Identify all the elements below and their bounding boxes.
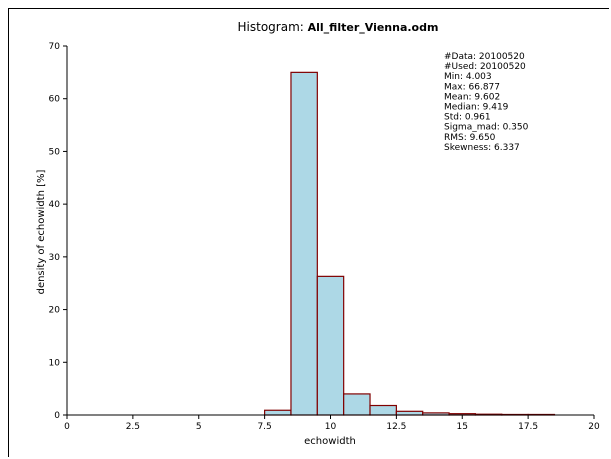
x-tick-label-0: 0 [64, 422, 70, 432]
stat-line-9: Skewness: 6.337 [444, 143, 520, 153]
stat-line-2: Min: 4.003 [444, 72, 492, 82]
x-tick-label-2: 5 [196, 422, 202, 432]
histogram-bar-1 [290, 71, 318, 416]
x-tick-label-4: 10 [325, 422, 337, 432]
histogram-bar-3 [343, 393, 371, 416]
y-tick-label-5: 50 [49, 147, 61, 157]
stat-line-8: RMS: 9.650 [444, 133, 496, 143]
x-axis-ticks: 0 2.5 5 7.5 10 12.5 15 17.5 20 [64, 415, 600, 432]
chart-title-file: All_filter_Vienna.odm [308, 21, 439, 34]
y-axis-label: density of echowidth [%] [36, 170, 47, 295]
stat-line-5: Median: 9.419 [444, 103, 509, 113]
stat-line-3: Max: 66.877 [444, 82, 500, 92]
chart-title: Histogram: All_filter_Vienna.odm [238, 20, 439, 34]
y-tick-label-4: 40 [49, 200, 61, 210]
y-tick-label-0: 0 [54, 411, 60, 421]
stat-line-7: Sigma_mad: 0.350 [444, 123, 529, 133]
x-tick-label-3: 7.5 [257, 422, 271, 432]
x-axis-label: echowidth [304, 436, 356, 447]
x-tick-label-8: 20 [588, 422, 600, 432]
y-tick-label-2: 20 [49, 306, 61, 316]
stat-line-6: Std: 0.961 [444, 113, 491, 123]
stat-line-1: #Used: 20100520 [444, 62, 526, 72]
x-tick-label-1: 2.5 [126, 422, 140, 432]
y-tick-label-7: 70 [49, 42, 61, 52]
histogram-bar-5 [395, 410, 424, 416]
x-tick-label-5: 12.5 [386, 422, 406, 432]
x-tick-label-7: 17.5 [518, 422, 538, 432]
histogram-bar-4 [369, 404, 397, 416]
y-tick-label-3: 30 [49, 253, 61, 263]
histogram-bar-0 [264, 409, 292, 416]
stat-line-0: #Data: 20100520 [444, 52, 525, 62]
y-tick-label-1: 10 [49, 358, 61, 368]
stat-line-4: Mean: 9.602 [444, 92, 500, 102]
chart-title-prefix: Histogram: [238, 20, 308, 34]
y-axis-ticks: 0 10 20 30 40 50 60 70 [49, 42, 67, 421]
y-tick-label-6: 60 [49, 95, 61, 105]
histogram-bar-2 [316, 275, 345, 416]
x-tick-label-6: 15 [457, 422, 468, 432]
